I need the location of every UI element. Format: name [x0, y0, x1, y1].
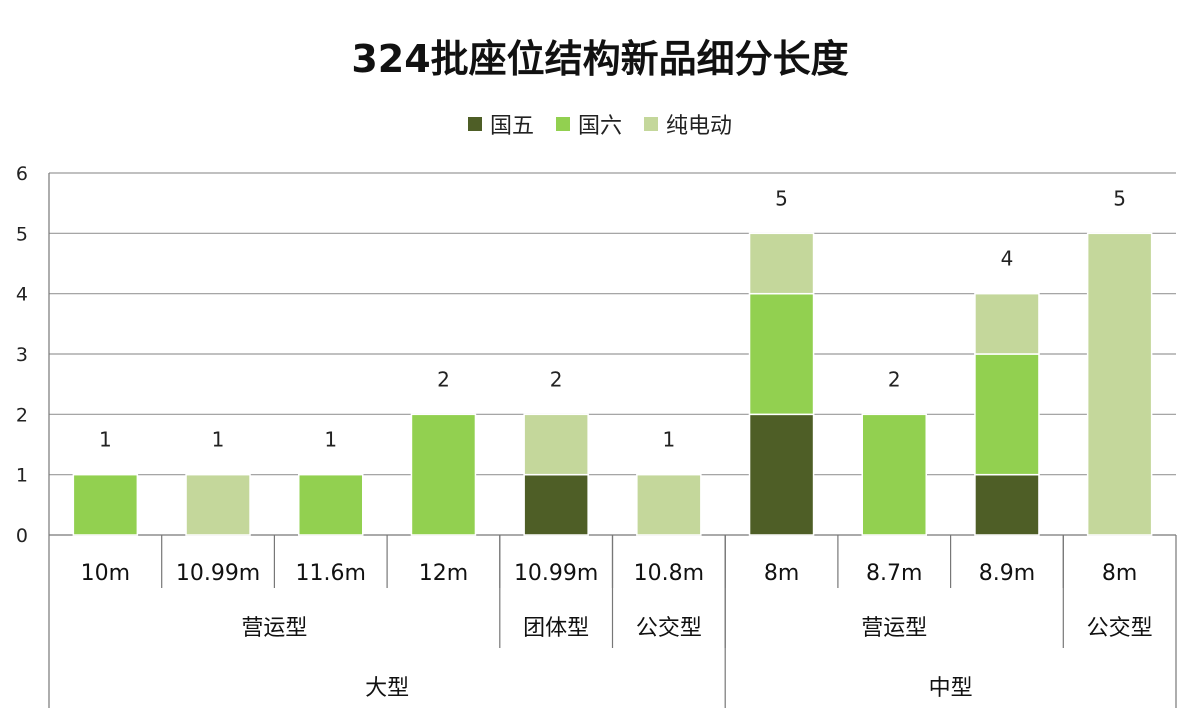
bar-5-series-2	[636, 473, 702, 536]
legend-swatch-electric	[644, 117, 658, 131]
bar-2-series-1	[298, 473, 364, 536]
legend-item-electric: 纯电动	[644, 108, 732, 140]
chart-title: 324批座位结构新品细分长度	[351, 37, 849, 81]
y-tick-label-5: 5	[16, 223, 28, 245]
group-label-1: 中型	[929, 676, 973, 701]
bar-8-series-2	[974, 292, 1040, 355]
data-label-2: 1	[324, 428, 337, 452]
data-label-7: 2	[888, 367, 901, 391]
group-label-0: 大型	[365, 676, 409, 701]
category-label-9: 8m	[1102, 561, 1137, 586]
y-tick-label-1: 1	[16, 465, 28, 487]
bar-6-series-2	[748, 232, 815, 295]
legend-item-guo5: 国五	[467, 108, 534, 140]
y-tick-label-2: 2	[16, 404, 28, 426]
bar-9-series-2	[1086, 232, 1153, 536]
data-label-9: 5	[1113, 186, 1126, 210]
data-label-4: 2	[550, 367, 563, 391]
category-label-0: 10m	[81, 561, 130, 586]
y-tick-label-4: 4	[16, 284, 28, 306]
bar-3-series-1	[410, 413, 477, 536]
bar-8-series-0	[974, 473, 1040, 536]
bar-4-series-0	[523, 473, 589, 536]
y-tick-label-0: 0	[16, 525, 28, 547]
legend-item-guo6: 国六	[555, 108, 622, 140]
category-label-4: 10.99m	[514, 561, 598, 586]
y-tick-label-3: 3	[16, 344, 28, 366]
subgroup-label-0: 营运型	[241, 616, 307, 641]
legend: 国五 国六 纯电动	[0, 108, 1200, 140]
bar-7-series-1	[861, 413, 927, 536]
category-label-2: 11.6m	[296, 561, 366, 586]
data-label-8: 4	[1001, 247, 1014, 271]
legend-swatch-guo6	[555, 117, 570, 131]
subgroup-label-4: 公交型	[1087, 616, 1153, 641]
legend-label-guo5: 国五	[489, 114, 534, 139]
subgroup-label-2: 公交型	[636, 616, 702, 641]
bar-0-series-1	[72, 473, 139, 536]
category-label-6: 8m	[764, 561, 799, 586]
data-label-3: 2	[437, 367, 450, 391]
subgroup-label-1: 团体型	[523, 616, 589, 641]
category-label-1: 10.99m	[176, 561, 260, 586]
category-label-3: 12m	[419, 561, 468, 586]
data-label-6: 5	[775, 186, 788, 210]
legend-label-electric: 纯电动	[666, 114, 733, 139]
bar-4-series-2	[523, 413, 589, 476]
category-label-5: 10.8m	[634, 561, 704, 586]
bar-1-series-2	[185, 473, 251, 536]
category-label-7: 8.7m	[866, 561, 922, 586]
data-label-0: 1	[99, 428, 112, 452]
bar-6-series-1	[748, 292, 815, 416]
bar-8-series-1	[974, 353, 1040, 476]
subgroup-label-3: 营运型	[861, 616, 927, 641]
data-label-5: 1	[662, 428, 675, 452]
y-tick-label-6: 6	[16, 163, 28, 185]
legend-swatch-guo5	[467, 117, 482, 131]
legend-label-guo6: 国六	[577, 114, 622, 139]
data-label-1: 1	[212, 428, 225, 452]
bar-6-series-0	[748, 413, 815, 536]
category-label-8: 8.9m	[979, 561, 1035, 586]
